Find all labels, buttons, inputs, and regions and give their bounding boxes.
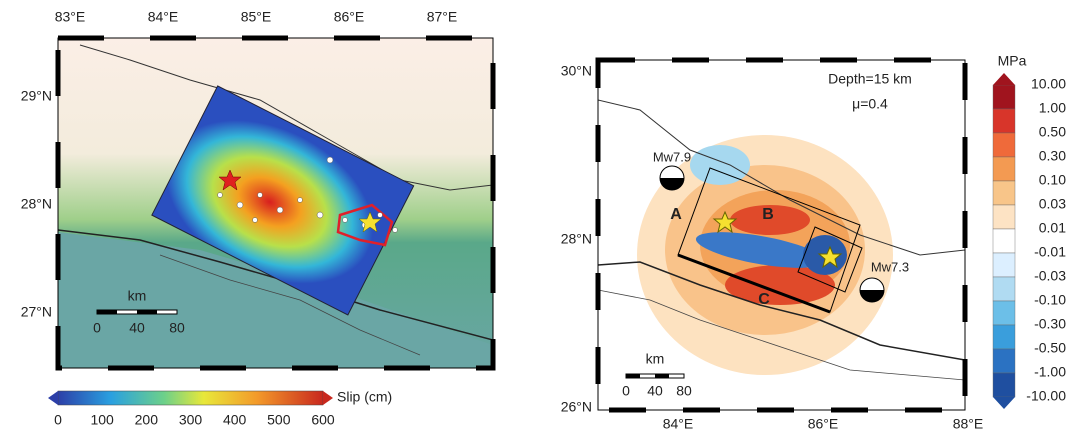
colorbar-segment xyxy=(993,301,1015,325)
colorbar-tick: 500 xyxy=(267,412,291,428)
colorbar-tick: 10.00 xyxy=(1031,76,1066,92)
segment-label: C xyxy=(758,291,770,308)
colorbar-segment xyxy=(993,109,1015,133)
colorbar-tick: 0.10 xyxy=(1039,172,1066,188)
scale-unit: km xyxy=(646,351,665,367)
segment-label: A xyxy=(670,206,682,223)
colorbar-segment xyxy=(993,85,1015,109)
lat-label: 28°N xyxy=(21,196,52,212)
lat-label: 30°N xyxy=(561,63,592,79)
scale-label: 80 xyxy=(676,383,692,399)
lon-label: 86°E xyxy=(334,9,365,25)
left-map xyxy=(58,38,493,368)
event-label: Mw7.3 xyxy=(871,259,909,274)
colorbar-segment xyxy=(993,181,1015,205)
colorbar-cap xyxy=(993,73,1015,85)
colorbar-tick: -0.10 xyxy=(1034,292,1066,308)
colorbar-unit: MPa xyxy=(998,53,1027,69)
lat-label: 29°N xyxy=(21,88,52,104)
lon-label: 83°E xyxy=(55,9,86,25)
colorbar-tick: -0.30 xyxy=(1034,316,1066,332)
colorbar-segment xyxy=(993,205,1015,229)
colorbar-segment xyxy=(993,277,1015,301)
event-label: Mw7.9 xyxy=(653,149,691,164)
lon-label: 86°E xyxy=(808,416,839,432)
right-map: km xyxy=(598,60,965,410)
annotation: μ=0.4 xyxy=(852,96,888,112)
scale-label: 40 xyxy=(129,320,145,336)
lat-label: 28°N xyxy=(561,231,592,247)
colorbar-tick: 0 xyxy=(54,412,62,428)
lon-label: 84°E xyxy=(148,9,179,25)
lat-label: 27°N xyxy=(21,304,52,320)
colorbar-tick: 200 xyxy=(135,412,159,428)
colorbar-tick: -0.50 xyxy=(1034,340,1066,356)
colorbar-tick: 400 xyxy=(223,412,247,428)
colorbar-tick: -10.00 xyxy=(1026,388,1066,404)
lon-label: 87°E xyxy=(427,9,458,25)
figure: km Slip (cm) km MP xyxy=(0,0,1069,433)
colorbar-segment xyxy=(993,373,1015,397)
colorbar-tick: -0.03 xyxy=(1034,268,1066,284)
colorbar-tick: -0.01 xyxy=(1034,244,1066,260)
segment-label: B xyxy=(762,206,774,223)
annotation: Depth=15 km xyxy=(828,71,912,87)
lat-label: 26°N xyxy=(561,399,592,415)
colorbar-tick: 600 xyxy=(311,412,335,428)
colorbar-segment xyxy=(993,157,1015,181)
colorbar-segment xyxy=(993,325,1015,349)
lon-label: 84°E xyxy=(663,416,694,432)
scale-label: 0 xyxy=(622,383,630,399)
colorbar-tick: 0.01 xyxy=(1039,220,1066,236)
colorbar-tick: -1.00 xyxy=(1034,364,1066,380)
scale-unit: km xyxy=(128,288,147,304)
colorbar-segment xyxy=(993,229,1015,253)
scale-label: 0 xyxy=(93,320,101,336)
colorbar-tick: 300 xyxy=(179,412,203,428)
lon-label: 85°E xyxy=(241,9,272,25)
colorbar-tick: 0.03 xyxy=(1039,196,1066,212)
colorbar-segment xyxy=(993,349,1015,373)
colorbar-tick: 1.00 xyxy=(1039,100,1066,116)
colorbar-cap xyxy=(993,397,1015,409)
colorbar-label: Slip (cm) xyxy=(337,389,392,405)
colorbar-segment xyxy=(993,133,1015,157)
colorbar-tick: 100 xyxy=(90,412,114,428)
colorbar xyxy=(58,391,323,405)
lon-label: 88°E xyxy=(953,416,984,432)
colorbar-tick: 0.30 xyxy=(1039,148,1066,164)
colorbar-tick: 0.50 xyxy=(1039,124,1066,140)
scale-label: 80 xyxy=(169,320,185,336)
scale-label: 40 xyxy=(647,383,663,399)
colorbar-segment xyxy=(993,253,1015,277)
